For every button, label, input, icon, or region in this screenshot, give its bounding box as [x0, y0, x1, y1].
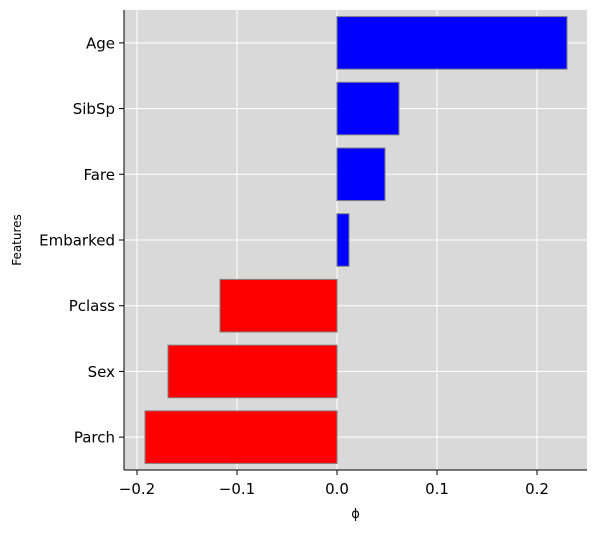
y-tick-label: Pclass [69, 297, 115, 315]
x-tick-label: 0.2 [525, 480, 549, 498]
y-tick-label: Embarked [39, 232, 115, 250]
bar-sibsp [336, 81, 400, 136]
y-axis-label: Features [10, 214, 24, 266]
x-tick-label: −0.1 [219, 480, 255, 498]
x-tick-label: −0.2 [119, 480, 155, 498]
y-tick-label: Age [86, 34, 115, 52]
y-tick-label: Parch [74, 429, 115, 447]
x-tick-label: 0.1 [425, 480, 449, 498]
bar-fare [336, 147, 386, 202]
bar-age [336, 16, 568, 70]
axes: −0.2 −0.1 0.0 0.1 0.2 Age SibSp Fare Embarked Pcl… [39, 10, 587, 498]
y-tick-label: Fare [83, 166, 115, 184]
bar-parch [144, 410, 338, 464]
y-tick-label: Sex [88, 363, 115, 381]
x-axis-label: ϕ [351, 507, 360, 522]
y-tick-label: SibSp [73, 100, 115, 118]
bars [144, 16, 568, 464]
bar-embarked [336, 213, 350, 267]
x-tick-label: 0.0 [325, 480, 349, 498]
bar-sex [167, 344, 338, 399]
bar-pclass [219, 278, 338, 333]
